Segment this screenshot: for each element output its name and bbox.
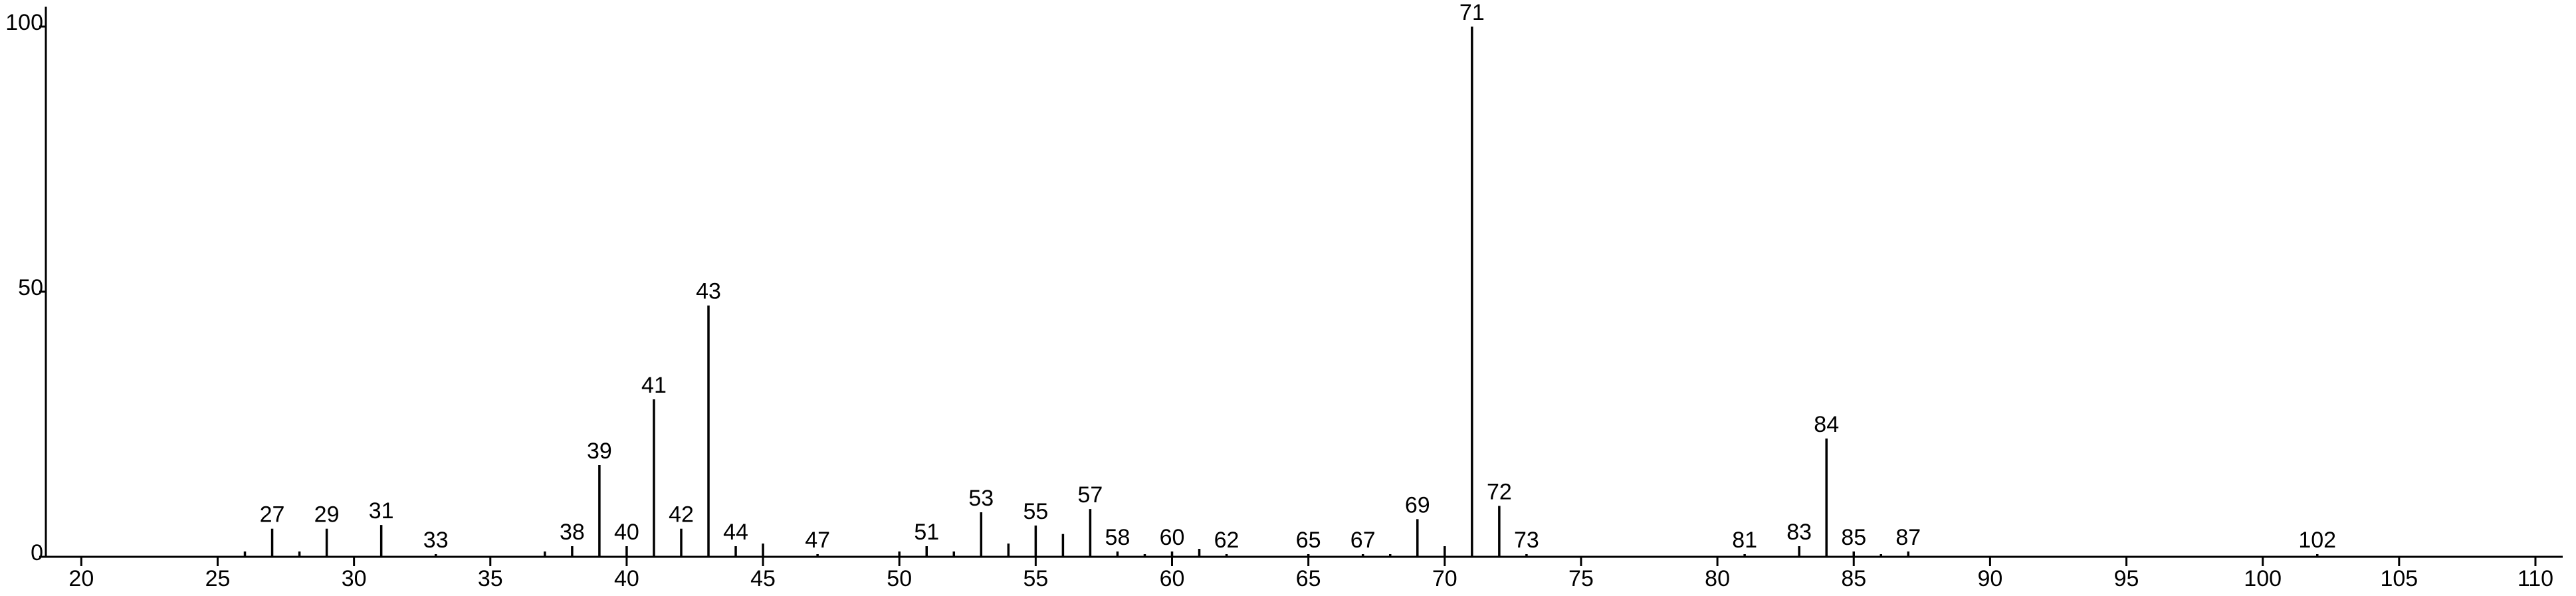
x-tick-label: 60	[1160, 566, 1185, 591]
peak-label: 53	[968, 486, 994, 511]
peak-label: 40	[614, 520, 639, 545]
y-tick-label: 50	[18, 275, 43, 300]
x-tick-label: 50	[887, 566, 912, 591]
peak-label: 65	[1296, 528, 1321, 553]
x-tick-label: 105	[2380, 566, 2418, 591]
peak-label: 27	[260, 502, 285, 528]
x-tick-label: 95	[2114, 566, 2139, 591]
peak-label: 42	[669, 502, 694, 528]
peak-label: 60	[1160, 525, 1185, 550]
x-tick-label: 20	[68, 566, 94, 591]
peak-label: 67	[1350, 528, 1376, 553]
x-tick-label: 35	[478, 566, 503, 591]
peak-label: 38	[560, 520, 585, 545]
peak-label: 62	[1214, 528, 1239, 553]
x-tick-label: 75	[1568, 566, 1594, 591]
x-tick-label: 85	[1841, 566, 1866, 591]
x-tick-label: 55	[1023, 566, 1048, 591]
x-tick-label: 90	[1977, 566, 2002, 591]
peak-label: 43	[696, 279, 721, 304]
peak-label: 33	[423, 528, 449, 553]
peak-label: 84	[1814, 412, 1839, 437]
x-tick-label: 100	[2244, 566, 2282, 591]
peak-label: 39	[587, 439, 612, 464]
peak-label: 71	[1459, 0, 1485, 25]
x-tick-label: 45	[750, 566, 776, 591]
x-tick-label: 80	[1705, 566, 1730, 591]
x-tick-label: 70	[1432, 566, 1457, 591]
peak-label: 57	[1078, 482, 1103, 508]
peak-label: 55	[1023, 499, 1048, 524]
peak-label: 44	[723, 520, 748, 545]
peak-label: 41	[641, 373, 667, 398]
peak-label: 81	[1732, 528, 1757, 553]
peak-label: 87	[1895, 525, 1921, 550]
peak-label: 83	[1786, 520, 1812, 545]
peak-label: 58	[1105, 525, 1130, 550]
y-tick-label: 100	[5, 10, 43, 35]
x-tick-label: 65	[1296, 566, 1321, 591]
x-tick-label: 25	[205, 566, 231, 591]
peak-label: 51	[914, 520, 939, 545]
y-tick-label: 0	[31, 540, 43, 565]
x-tick-label: 30	[342, 566, 367, 591]
peak-label: 31	[369, 498, 394, 524]
peak-label: 29	[314, 502, 340, 528]
peak-label: 73	[1514, 528, 1539, 553]
peak-label: 69	[1405, 492, 1430, 518]
peak-label: 72	[1487, 479, 1512, 504]
peak-label: 102	[2298, 528, 2336, 553]
x-tick-label: 40	[614, 566, 639, 591]
peak-label: 47	[805, 528, 830, 553]
peak-label: 85	[1841, 525, 1866, 550]
x-tick-label: 110	[2518, 566, 2553, 591]
